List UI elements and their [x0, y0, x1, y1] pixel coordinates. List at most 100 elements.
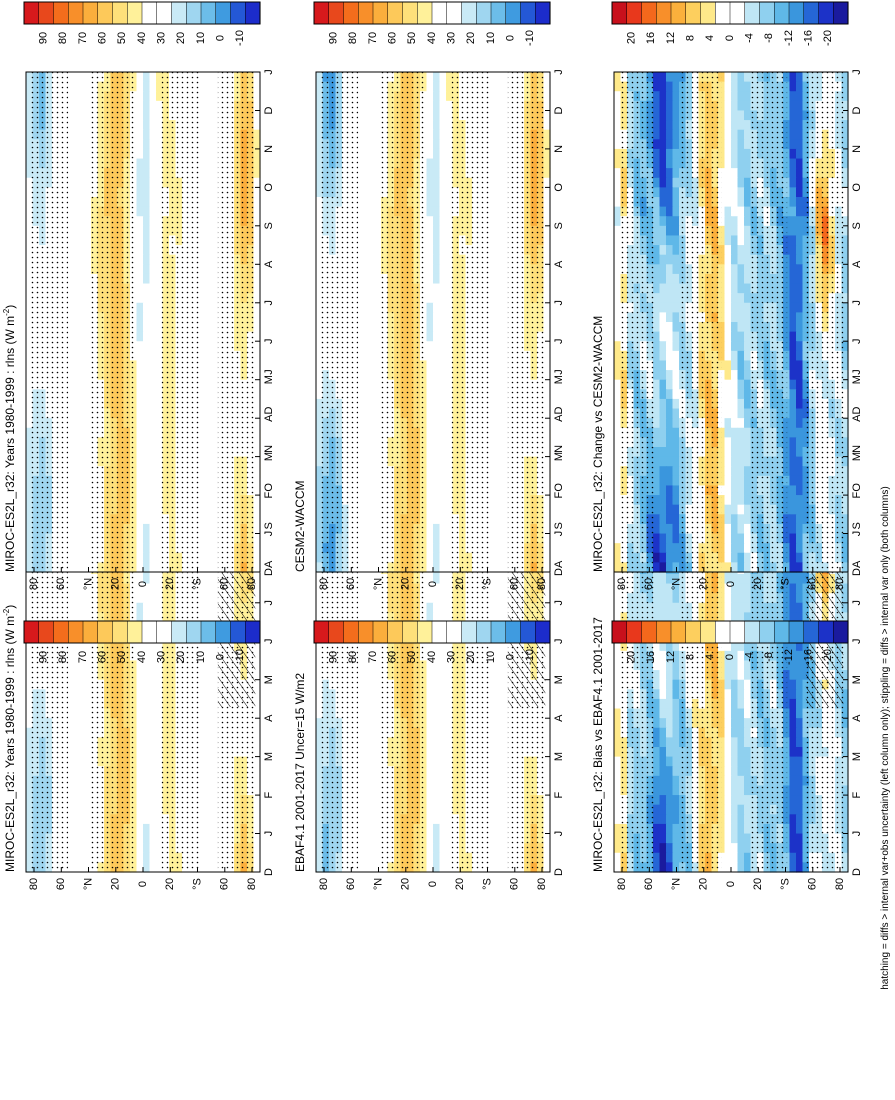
- heatmap-cell: [361, 612, 369, 623]
- heatmap-cell: [78, 737, 86, 748]
- month-tick-label: A: [263, 714, 275, 722]
- heatmap-cell: [498, 679, 506, 690]
- heatmap-cell: [368, 737, 376, 748]
- heatmap-cell: [368, 766, 376, 777]
- heatmap-cell: [543, 785, 551, 796]
- heatmap-cell: [368, 727, 376, 738]
- heatmap-cell: [426, 602, 434, 613]
- heatmap-cell: [543, 756, 551, 767]
- heatmap-cell: [208, 573, 216, 585]
- heatmap-cell: [426, 756, 434, 767]
- month-tick-label: J: [263, 638, 275, 644]
- colorbar-tick-label: 80: [57, 651, 69, 663]
- heatmap-cell: [355, 766, 363, 777]
- heatmap-cell: [355, 727, 363, 738]
- heatmap-cell: [374, 602, 382, 613]
- heatmap-cell: [201, 679, 209, 690]
- heatmap-cell: [26, 593, 34, 604]
- heatmap-cell: [491, 718, 499, 729]
- heatmap-cell: [439, 602, 447, 613]
- heatmap-cell: [71, 573, 79, 585]
- heatmap-cell: [491, 727, 499, 738]
- heatmap-cell: [65, 708, 73, 719]
- heatmap-cell: [361, 775, 369, 787]
- heatmap-cell: [143, 823, 151, 835]
- heatmap-cell: [208, 756, 216, 767]
- heatmap-cell: [361, 804, 369, 815]
- heatmap-cell: [71, 804, 79, 815]
- heatmap-cell: [26, 862, 34, 873]
- heatmap-cell: [724, 641, 732, 652]
- heatmap-cell: [439, 583, 447, 594]
- heatmap-cell: [737, 602, 745, 613]
- heatmap-cell: [201, 718, 209, 729]
- heatmap-cell: [368, 698, 376, 710]
- heatmap-cell: [374, 727, 382, 738]
- colorbar-tick-label: 40: [426, 651, 438, 663]
- heatmap-cell: [439, 775, 447, 787]
- heatmap-cell: [368, 660, 376, 671]
- heatmap-cell: [426, 785, 434, 796]
- heatmap-cell: [446, 804, 454, 815]
- heatmap-cell: [78, 843, 86, 854]
- month-tick-label: S: [263, 522, 275, 529]
- heatmap-cell: [71, 843, 79, 854]
- heatmap-cell: [744, 650, 752, 662]
- heatmap-cell: [361, 679, 369, 690]
- heatmap-cell: [433, 708, 441, 719]
- heatmap-cell: [498, 785, 506, 796]
- colorbar-swatch: [127, 620, 143, 644]
- heatmap-cell: [316, 689, 324, 700]
- heatmap-cell: [498, 602, 506, 613]
- heatmap-cell: [355, 593, 363, 604]
- heatmap-cell: [65, 823, 73, 835]
- panel-title-text: EBAF4.1 2001-2017 Uncer=15 W/m2: [293, 673, 307, 872]
- heatmap-cell: [136, 795, 144, 806]
- heatmap-cell: [208, 593, 216, 604]
- heatmap-cell: [65, 593, 73, 604]
- heatmap-cell: [208, 795, 216, 806]
- heatmap-cell: [446, 602, 454, 613]
- heatmap-cell: [543, 852, 551, 863]
- heatmap-cell: [653, 573, 661, 585]
- heatmap-cell: [201, 737, 209, 748]
- heatmap-cell: [316, 737, 324, 748]
- heatmap-cell: [666, 573, 674, 585]
- colorbar-tick-label: 50: [116, 651, 128, 663]
- heatmap-cell: [446, 814, 454, 825]
- heatmap-cell: [737, 583, 745, 594]
- heatmap-cell: [71, 852, 79, 863]
- heatmap-cell: [374, 843, 382, 854]
- heatmap-cell: [368, 718, 376, 729]
- heatmap-cell: [737, 612, 745, 623]
- heatmap-cell: [143, 756, 151, 767]
- heatmap-cell: [136, 718, 144, 729]
- heatmap-cell: [433, 795, 441, 806]
- heatmap-cell: [426, 612, 434, 623]
- heatmap-cell: [653, 612, 661, 623]
- heatmap-cell: [65, 718, 73, 729]
- heatmap-cell: [439, 689, 447, 700]
- heatmap-cell: [201, 573, 209, 585]
- heatmap-cell: [796, 602, 804, 613]
- heatmap-cell: [143, 795, 151, 806]
- heatmap-cell: [253, 593, 261, 604]
- heatmap-cell: [253, 718, 261, 729]
- heatmap-cell: [65, 785, 73, 796]
- heatmap-cell: [201, 795, 209, 806]
- heatmap-cell: [659, 641, 667, 652]
- heatmap-cell: [149, 602, 157, 613]
- heatmap-cell: [78, 852, 86, 863]
- heatmap-cell: [498, 718, 506, 729]
- heatmap-cell: [156, 641, 164, 652]
- heatmap-cell: [156, 612, 164, 623]
- heatmap-cell: [361, 689, 369, 700]
- heatmap-cell: [446, 785, 454, 796]
- heatmap-cell: [253, 737, 261, 748]
- heatmap-cell: [543, 775, 551, 787]
- heatmap-cell: [26, 583, 34, 594]
- heatmap-cell: [208, 650, 216, 662]
- heatmap-cell: [149, 708, 157, 719]
- heatmap-cell: [731, 612, 739, 623]
- heatmap-cell: [498, 727, 506, 738]
